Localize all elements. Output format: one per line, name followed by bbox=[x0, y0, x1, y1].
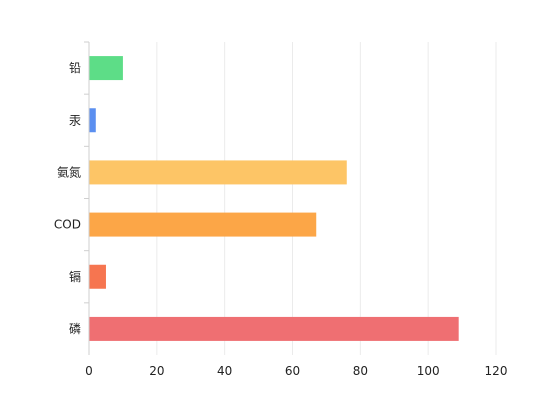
grid-lines bbox=[156, 42, 497, 355]
bars bbox=[89, 56, 459, 341]
bar-5 bbox=[89, 56, 123, 81]
x-tick-label-2: 40 bbox=[217, 364, 232, 378]
tick-labels: 0 20 40 60 80 100 120 磷 镉 COD 氨氮 汞 铅 bbox=[54, 61, 508, 378]
axes bbox=[84, 41, 90, 355]
bar-4 bbox=[89, 108, 96, 133]
y-tick-label-1: 镉 bbox=[69, 270, 81, 284]
x-tick-label-5: 100 bbox=[417, 364, 440, 378]
bar-1 bbox=[89, 264, 106, 289]
x-tick-label-0: 0 bbox=[85, 364, 93, 378]
y-tick-label-3: 氨氮 bbox=[57, 164, 81, 179]
x-tick-label-4: 80 bbox=[353, 364, 368, 378]
bar-3 bbox=[89, 160, 347, 185]
x-tick-label-6: 120 bbox=[485, 364, 508, 378]
y-tick-label-2: COD bbox=[54, 218, 81, 232]
bar-2 bbox=[89, 212, 317, 237]
y-tick-label-0: 磷 bbox=[69, 321, 81, 336]
x-tick-label-3: 60 bbox=[285, 364, 300, 378]
y-tick-label-4: 汞 bbox=[69, 113, 81, 127]
x-tick-label-1: 20 bbox=[149, 364, 164, 378]
y-tick-label-5: 铅 bbox=[69, 61, 81, 75]
bar-0 bbox=[89, 316, 459, 341]
